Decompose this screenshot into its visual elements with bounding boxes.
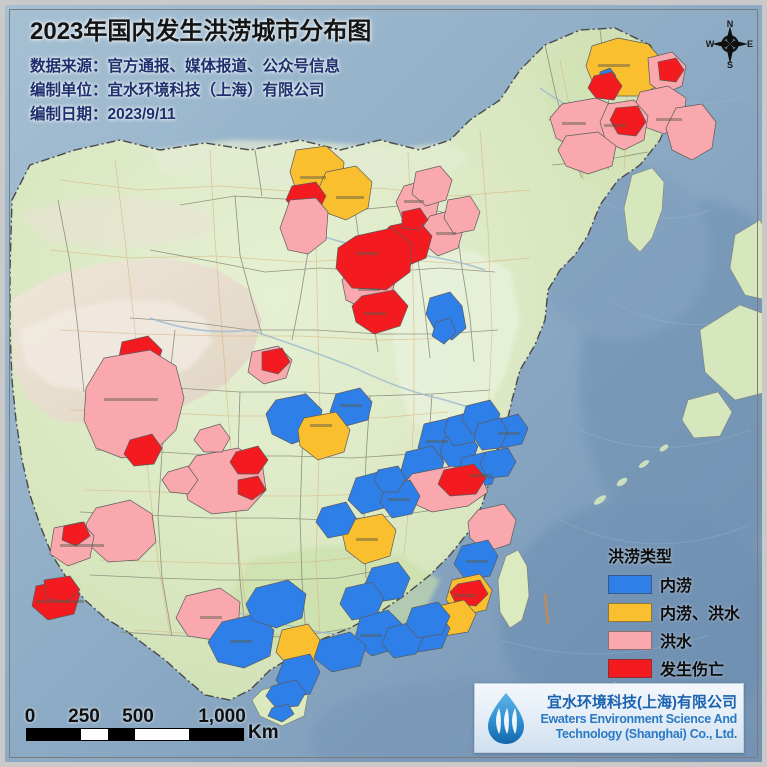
company-name-en-line2: Technology (Shanghai) Co., Ltd. bbox=[555, 726, 738, 741]
legend-swatch-waterlogging-flood bbox=[608, 602, 652, 622]
legend-title: 洪涝类型 bbox=[608, 549, 673, 566]
legend-item-casualties[interactable]: 发生伤亡 bbox=[608, 656, 740, 680]
compass-w-label: W bbox=[706, 39, 715, 49]
scale-tick-250: 250 bbox=[68, 706, 100, 727]
scale-tick-0: 0 bbox=[24, 706, 36, 727]
legend: 洪涝类型 内涝 内涝、洪水 洪水 发生伤亡 bbox=[608, 543, 740, 684]
company-name-cn: 宜水环境科技(上海)有限公司 bbox=[547, 694, 737, 712]
compass-needle-group bbox=[712, 26, 748, 64]
scale-seg-4 bbox=[135, 729, 189, 740]
legend-swatch-waterlogging bbox=[608, 574, 652, 594]
scale-unit-label: Km bbox=[248, 722, 279, 743]
ewaters-logo-icon bbox=[475, 687, 537, 749]
legend-swatch-flood bbox=[608, 630, 652, 650]
company-logo-box: 宜水环境科技(上海)有限公司 Ewaters Environment Scien… bbox=[474, 683, 744, 753]
scale-bar-ticks: 0 250 500 1,000 bbox=[24, 706, 246, 728]
compass-rose: N W E S bbox=[706, 18, 754, 75]
legend-item-flood[interactable]: 洪水 bbox=[608, 628, 740, 652]
legend-label-waterlogging-flood: 内涝、洪水 bbox=[660, 606, 741, 623]
company-name-en-line1: Ewaters Environment Science And bbox=[540, 712, 737, 727]
legend-label-waterlogging: 内涝 bbox=[660, 578, 693, 595]
scale-seg-2 bbox=[81, 729, 108, 740]
scale-bar: 0 250 500 1,000 Km bbox=[24, 706, 279, 743]
company-name-block: 宜水环境科技(上海)有限公司 Ewaters Environment Scien… bbox=[537, 694, 743, 741]
compass-e-label: E bbox=[747, 39, 753, 49]
scale-tick-500: 500 bbox=[122, 706, 154, 727]
scale-seg-1 bbox=[27, 729, 81, 740]
legend-item-waterlogging-flood[interactable]: 内涝、洪水 bbox=[608, 600, 740, 624]
scale-seg-3 bbox=[108, 729, 135, 740]
landmass-china bbox=[10, 28, 672, 700]
legend-label-flood: 洪水 bbox=[660, 634, 693, 651]
compass-n-label: N bbox=[727, 19, 734, 29]
flood-regions bbox=[31, 37, 717, 723]
scale-tick-1000: 1,000 bbox=[198, 706, 246, 727]
scale-seg-5 bbox=[189, 729, 243, 740]
legend-item-waterlogging[interactable]: 内涝 bbox=[608, 572, 740, 596]
legend-swatch-casualties bbox=[608, 658, 652, 678]
legend-label-casualties: 发生伤亡 bbox=[660, 662, 725, 679]
scale-bar-graphic bbox=[26, 728, 244, 741]
compass-s-label: S bbox=[727, 60, 733, 70]
